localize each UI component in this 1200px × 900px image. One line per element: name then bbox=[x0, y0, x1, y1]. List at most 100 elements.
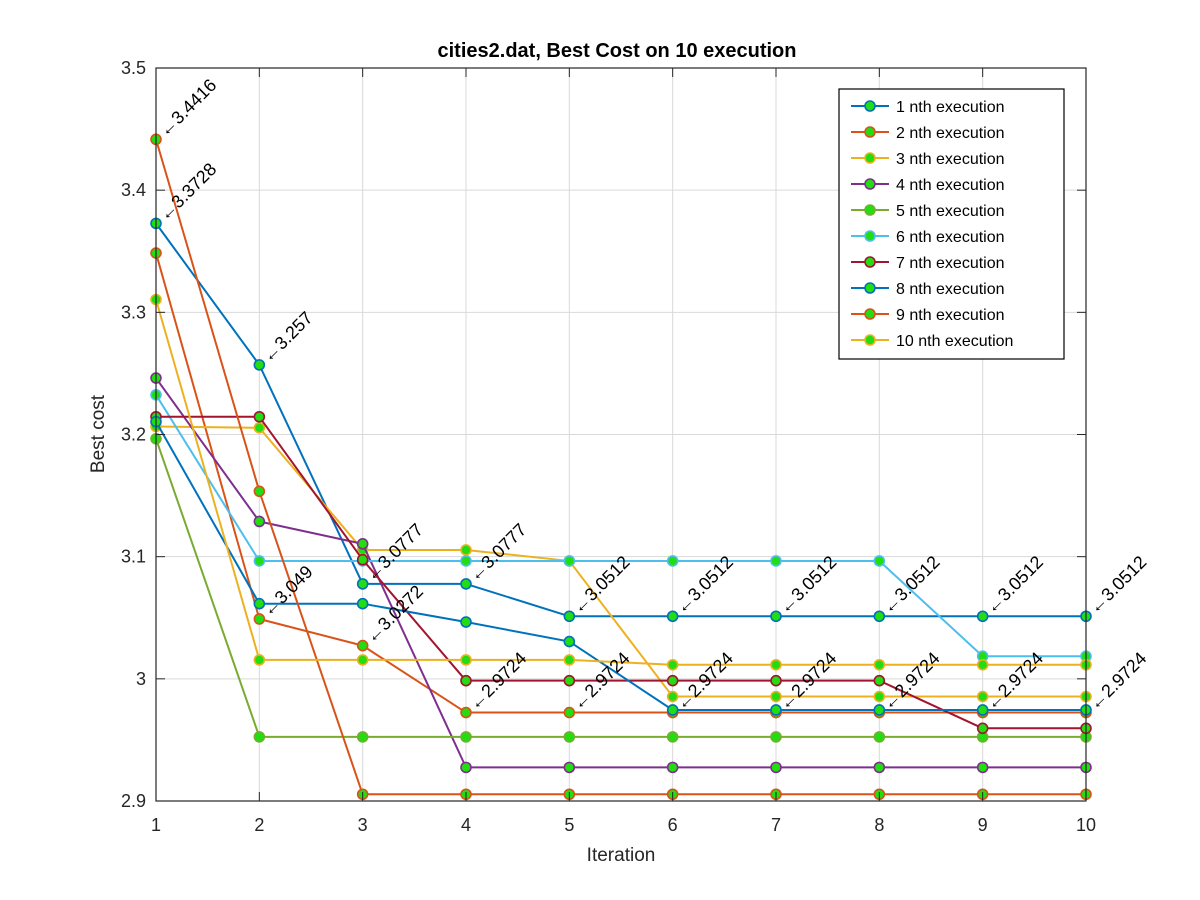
legend-label: 4 nth execution bbox=[896, 177, 1005, 194]
y-tick-label: 3.2 bbox=[121, 425, 146, 445]
legend-swatch-marker bbox=[864, 282, 876, 294]
x-tick-label: 3 bbox=[358, 815, 368, 835]
series-line bbox=[155, 421, 1086, 711]
data-point bbox=[770, 658, 782, 671]
y-tick-label: 3.5 bbox=[121, 58, 146, 78]
data-point bbox=[356, 654, 369, 666]
x-tick-label: 9 bbox=[978, 815, 988, 835]
data-point bbox=[253, 410, 266, 423]
legend-entry: 3 nth execution bbox=[851, 151, 1005, 168]
legend-label: 3 nth execution bbox=[896, 151, 1005, 168]
data-point bbox=[873, 610, 886, 623]
data-point bbox=[460, 616, 472, 628]
data-point bbox=[770, 704, 782, 716]
data-point bbox=[873, 658, 886, 671]
x-tick-label: 4 bbox=[461, 815, 471, 835]
series-line bbox=[155, 139, 1086, 796]
chart-title: cities2.dat, Best Cost on 10 execution bbox=[438, 40, 797, 62]
series-7 bbox=[150, 410, 1092, 735]
data-point bbox=[770, 761, 782, 774]
legend-swatch-marker bbox=[864, 178, 876, 190]
data-point bbox=[460, 654, 472, 666]
data-point bbox=[253, 731, 266, 743]
data-point bbox=[253, 555, 266, 567]
data-point bbox=[563, 555, 576, 567]
data-point bbox=[873, 731, 886, 743]
data-point bbox=[356, 553, 369, 566]
data-point bbox=[770, 555, 782, 567]
legend-swatch-marker bbox=[864, 126, 876, 138]
data-point bbox=[253, 613, 266, 625]
data-point bbox=[666, 674, 679, 687]
legend-label: 6 nth execution bbox=[896, 229, 1005, 246]
data-point bbox=[253, 515, 266, 528]
data-point bbox=[356, 578, 369, 590]
legend-swatch-marker bbox=[864, 152, 876, 164]
data-point bbox=[770, 674, 782, 687]
legend-swatch-marker bbox=[864, 230, 876, 242]
data-point bbox=[770, 731, 782, 743]
legend-entry: 4 nth execution bbox=[851, 177, 1005, 194]
legend-swatch-marker bbox=[864, 100, 876, 112]
data-point bbox=[563, 706, 576, 719]
data-point bbox=[460, 555, 472, 567]
y-tick-label: 3.1 bbox=[121, 547, 146, 567]
data-point bbox=[873, 690, 886, 703]
data-point bbox=[976, 722, 989, 735]
data-point bbox=[563, 635, 576, 648]
data-point bbox=[253, 597, 266, 610]
legend-label: 10 nth execution bbox=[896, 333, 1013, 350]
y-tick-label: 2.9 bbox=[121, 791, 146, 811]
series-line bbox=[155, 438, 1086, 738]
y-tick-label: 3 bbox=[136, 669, 146, 689]
x-tick-label: 7 bbox=[771, 815, 781, 835]
ticks-group: 1 2 3 4 5 6 7 8 9 10 2.9 3 3.1 3.2 3.3 3.4 3.5 bbox=[121, 58, 1096, 835]
data-point bbox=[253, 359, 266, 371]
series-line bbox=[155, 377, 1086, 769]
y-axis-label: Best cost bbox=[88, 394, 109, 473]
data-point bbox=[666, 610, 679, 623]
series-line bbox=[155, 299, 1086, 666]
legend-swatch-marker bbox=[864, 256, 876, 268]
data-point bbox=[253, 654, 266, 666]
data-point bbox=[770, 610, 782, 623]
x-tick-label: 6 bbox=[668, 815, 678, 835]
data-point bbox=[356, 639, 369, 652]
data-point bbox=[563, 610, 576, 623]
data-point bbox=[356, 538, 369, 550]
x-tick-label: 5 bbox=[564, 815, 574, 835]
x-tick-label: 1 bbox=[151, 815, 161, 835]
data-point bbox=[873, 704, 886, 716]
data-point bbox=[563, 731, 576, 743]
data-point bbox=[873, 674, 886, 687]
data-point bbox=[666, 761, 679, 774]
series-10 bbox=[150, 293, 1092, 671]
data-point bbox=[563, 674, 576, 687]
data-point bbox=[460, 578, 472, 590]
data-point bbox=[873, 761, 886, 774]
legend-label: 2 nth execution bbox=[896, 125, 1005, 142]
legend-label: 9 nth execution bbox=[896, 307, 1005, 324]
data-point bbox=[666, 658, 679, 671]
data-point bbox=[873, 555, 886, 567]
legend-entry: 9 nth execution bbox=[851, 307, 1005, 324]
x-tick-label: 2 bbox=[254, 815, 264, 835]
legend-label: 7 nth execution bbox=[896, 255, 1005, 272]
legend-entry: 8 nth execution bbox=[851, 281, 1005, 298]
legend-swatch-marker bbox=[864, 308, 876, 320]
legend-label: 8 nth execution bbox=[896, 281, 1005, 298]
legend-swatch-marker bbox=[864, 334, 876, 346]
data-point bbox=[253, 421, 266, 434]
data-point bbox=[666, 555, 679, 567]
legend-entry: 5 nth execution bbox=[851, 203, 1005, 220]
data-point bbox=[976, 610, 989, 623]
data-point bbox=[460, 761, 472, 774]
data-point bbox=[976, 704, 989, 716]
data-point bbox=[460, 731, 472, 743]
data-point bbox=[460, 706, 472, 719]
series-8 bbox=[150, 415, 1092, 716]
data-point bbox=[563, 761, 576, 774]
x-tick-label: 10 bbox=[1076, 815, 1096, 835]
data-point bbox=[460, 674, 472, 687]
